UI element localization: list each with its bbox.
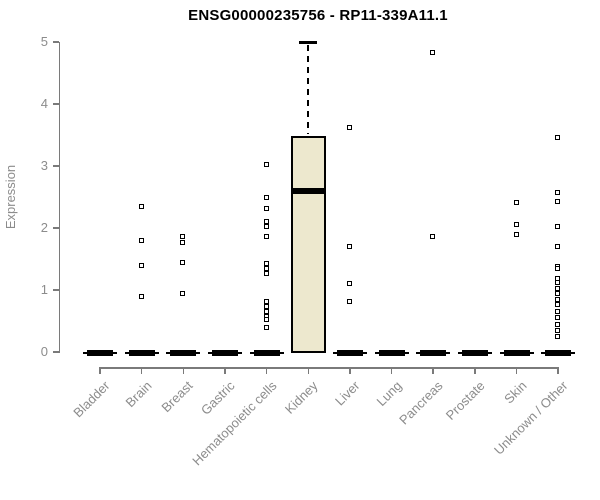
boxplot-collapsed-median (170, 350, 197, 356)
outlier-point (180, 233, 186, 239)
outlier-point (555, 198, 561, 204)
outlier-point (263, 260, 269, 266)
boxplot-box (290, 136, 326, 353)
outlier-point (555, 302, 561, 308)
x-axis-tick (140, 368, 143, 374)
boxplot-collapsed-median (378, 350, 405, 356)
y-tick-label: 3 (40, 158, 48, 173)
x-axis-tick (557, 368, 559, 374)
boxplot-collapsed-median (336, 350, 363, 356)
outlier-point (555, 266, 561, 272)
x-axis-tick (349, 368, 351, 374)
x-axis-tick (390, 368, 393, 374)
outlier-point (138, 262, 144, 268)
outlier-point (180, 240, 186, 246)
outlier-point (138, 203, 144, 209)
outlier-point (138, 293, 144, 299)
y-tick-label: 0 (40, 344, 48, 359)
outlier-point (513, 231, 519, 237)
outlier-point (263, 194, 269, 200)
outlier-point (555, 327, 561, 333)
y-tick-label: 1 (40, 282, 48, 297)
x-axis-tick (99, 368, 101, 374)
x-axis-tick (265, 368, 268, 374)
y-axis-tick (52, 165, 59, 167)
outlier-point (263, 161, 269, 167)
outlier-point (513, 200, 519, 206)
boxplot-collapsed-median (87, 350, 113, 356)
outlier-point (555, 309, 561, 315)
outlier-point (263, 271, 269, 277)
boxplot-collapsed-median (420, 350, 447, 356)
outlier-point (263, 205, 269, 211)
outlier-point (430, 233, 436, 239)
y-tick-label: 2 (40, 220, 48, 235)
outlier-point (555, 296, 561, 302)
y-axis-tick (52, 41, 59, 43)
outlier-point (555, 285, 561, 291)
outlier-point (513, 222, 519, 228)
y-axis-tick (52, 227, 59, 229)
outlier-point (555, 334, 561, 339)
outlier-point (555, 134, 561, 140)
outlier-point (263, 219, 269, 225)
x-axis-tick (432, 368, 434, 374)
outlier-point (263, 308, 269, 314)
outlier-point (263, 324, 269, 330)
outlier-point (263, 265, 269, 271)
outlier-point (555, 322, 561, 328)
outlier-point (555, 224, 561, 230)
outlier-point (555, 244, 561, 250)
outlier-point (180, 259, 186, 265)
boxplot-collapsed-median (253, 350, 280, 356)
y-tick-label: 5 (40, 34, 48, 49)
outlier-point (346, 280, 352, 286)
outlier-point (263, 317, 269, 323)
x-axis-tick (515, 368, 518, 374)
outlier-point (180, 291, 186, 297)
outlier-point (555, 189, 561, 195)
boxplot-collapsed-median (461, 350, 488, 356)
outlier-point (138, 237, 144, 243)
x-axis-tick (224, 368, 226, 374)
y-axis-tick (52, 103, 59, 105)
boxplot-median (292, 187, 324, 194)
x-axis-tick (182, 368, 185, 374)
outlier-point (555, 315, 561, 321)
x-axis-line (99, 367, 560, 369)
y-axis-tick (52, 351, 59, 353)
boxplot-whisker (307, 45, 310, 135)
boxplot-collapsed-median (503, 350, 530, 356)
outlier-point (263, 303, 269, 309)
x-axis-tick (307, 368, 309, 374)
boxplot-whisker-cap (299, 41, 318, 44)
outlier-point (430, 50, 436, 56)
y-axis-line (58, 42, 60, 353)
x-axis-tick (474, 368, 476, 374)
outlier-point (555, 280, 561, 286)
boxplot-collapsed-median (211, 350, 238, 356)
y-axis-tick (52, 289, 59, 291)
outlier-point (263, 233, 269, 239)
y-tick-label: 4 (40, 96, 48, 111)
outlier-point (263, 224, 269, 230)
boxplot-collapsed-median (545, 350, 572, 356)
outlier-point (346, 244, 352, 250)
boxplot-collapsed-median (128, 350, 155, 356)
chart-title: ENSG00000235756 - RP11-339A11.1 (188, 7, 448, 24)
outlier-point (346, 125, 352, 131)
outlier-point (555, 291, 561, 297)
outlier-point (346, 299, 352, 305)
